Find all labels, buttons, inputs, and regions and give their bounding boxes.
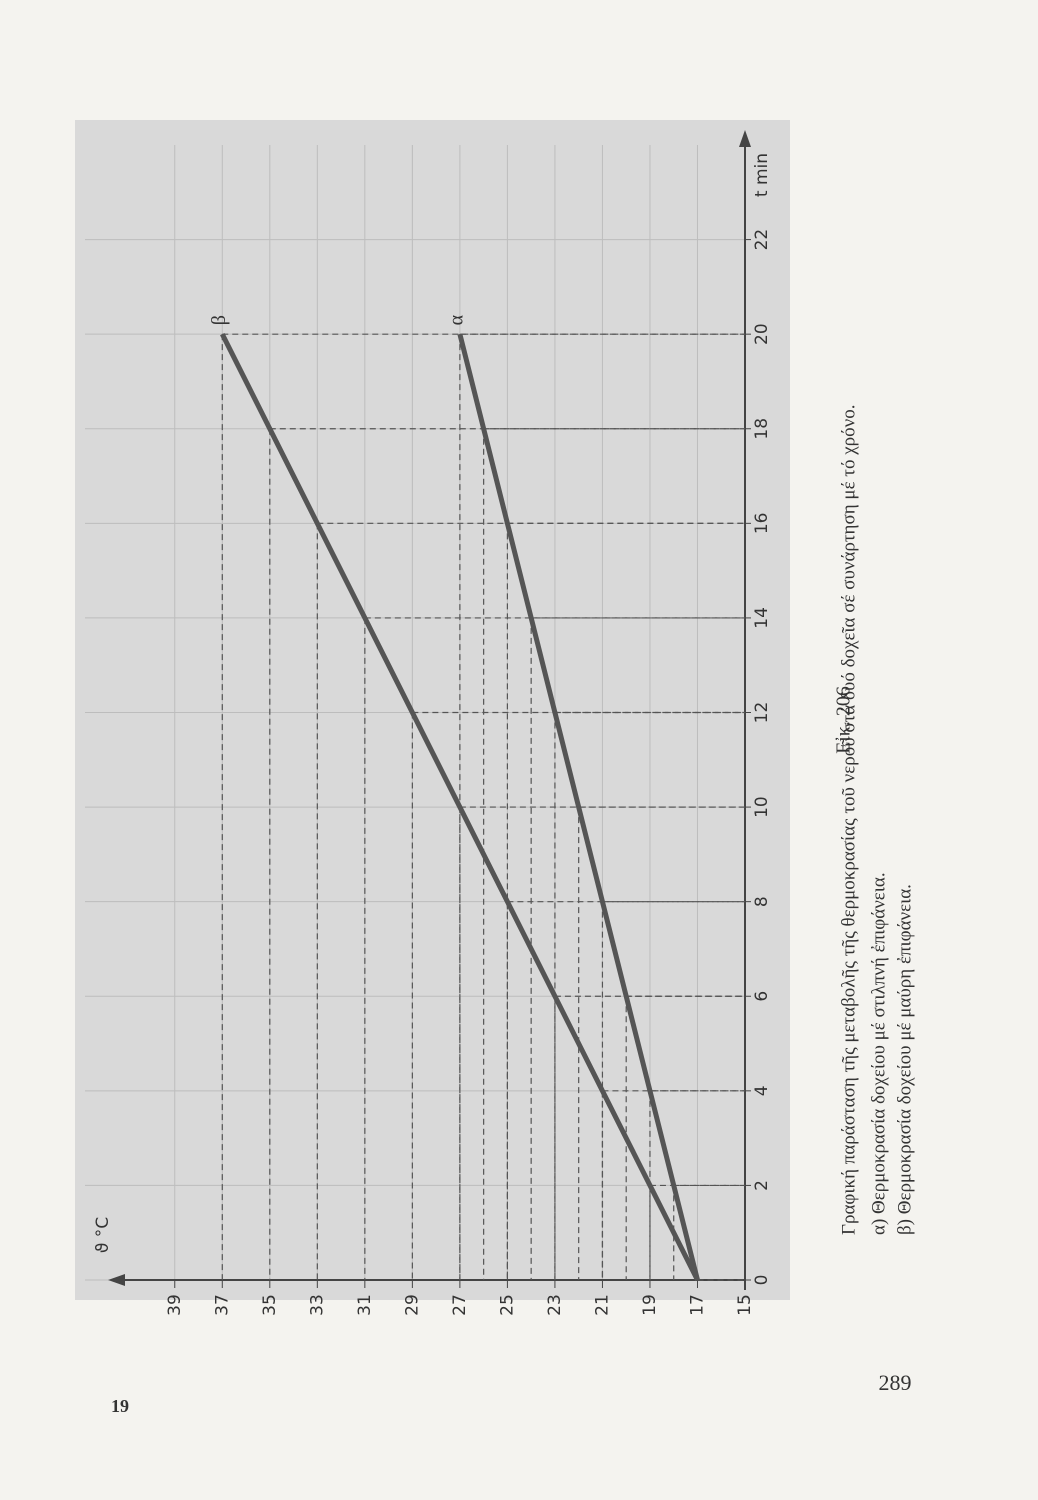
y-tick-label: 33 [307, 1294, 327, 1316]
x-tick-label: 22 [752, 229, 772, 251]
y-tick-label: 35 [260, 1294, 280, 1316]
x-tick-label: 14 [752, 607, 772, 629]
y-tick-label: 17 [687, 1294, 707, 1316]
figure-label: Εἰκ. 206 [833, 686, 855, 754]
chart-area [75, 120, 790, 1300]
y-tick-label: 19 [640, 1294, 660, 1316]
page-number: 289 [879, 1370, 912, 1395]
x-axis-label: t min [752, 153, 772, 197]
x-tick-label: 16 [752, 513, 772, 535]
x-tick-label: 0 [752, 1275, 772, 1286]
caption-line: β) Θερμοκρασία δοχείου μέ μαύρη ἐπιφάνει… [894, 884, 915, 1235]
y-tick-label: 15 [735, 1294, 755, 1316]
y-tick-label: 23 [545, 1294, 565, 1316]
y-axis-label: ϑ °C [93, 1217, 113, 1253]
x-tick-label: 6 [752, 991, 772, 1002]
x-tick-label: 4 [752, 1085, 772, 1096]
sheet-mark: 19 [111, 1396, 129, 1416]
series-label: α [445, 314, 467, 325]
caption: Γραφική παράσταση τῆς μεταβολῆς τῆς θερμ… [838, 405, 859, 1235]
y-tick-label: 29 [402, 1294, 422, 1316]
y-tick-label: 25 [497, 1294, 517, 1316]
x-axis-arrow [739, 130, 751, 147]
caption-line: α) Θερμοκρασία δοχείου μέ στιλπνή ἐπιφάν… [868, 872, 889, 1235]
x-tick-label: 2 [752, 1180, 772, 1191]
series-line [457, 333, 700, 1281]
y-tick-label: 31 [355, 1294, 375, 1316]
y-tick-label: 37 [212, 1294, 232, 1316]
x-tick-label: 18 [752, 418, 772, 440]
x-tick-label: 20 [752, 323, 772, 345]
x-tick-label: 12 [752, 702, 772, 724]
y-tick-label: 21 [592, 1294, 612, 1316]
plot: 0 2 4 6 8 10 12 14 16 18 20 22 15 17 19 21 23 25 27 29 31 33 3… [93, 130, 772, 1316]
y-tick-label: 39 [165, 1294, 185, 1316]
x-tick-label: 8 [752, 896, 772, 907]
series-line [220, 333, 700, 1282]
x-tick-label: 10 [752, 796, 772, 818]
series-label: β [208, 315, 230, 325]
y-axis-arrow [108, 1274, 125, 1286]
y-tick-label: 27 [450, 1294, 470, 1316]
